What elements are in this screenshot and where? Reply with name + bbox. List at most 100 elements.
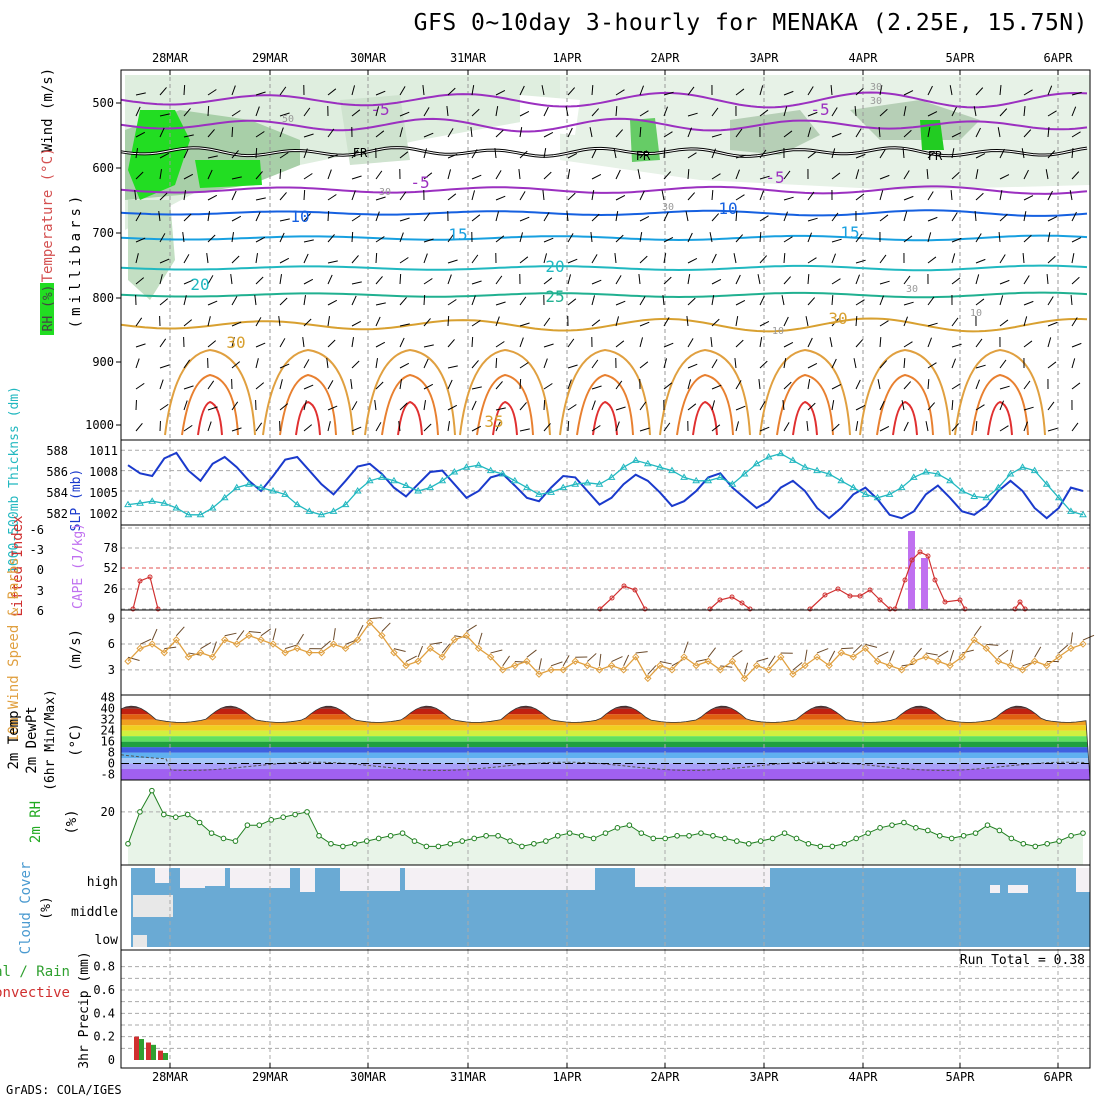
- thickness-marker: [571, 480, 580, 487]
- wind-speed-marker: [402, 661, 410, 670]
- wind-barb: [615, 275, 622, 285]
- wind-barb: [351, 360, 360, 369]
- wind-speed-marker: [970, 636, 978, 644]
- thickness-marker: [788, 456, 797, 463]
- wind-speed-marker: [619, 666, 628, 674]
- cloud-gap: [205, 868, 225, 886]
- wind-barb: [231, 85, 236, 96]
- wind-barb: [375, 341, 386, 348]
- rh-marker: [352, 840, 358, 847]
- wind-barb: [441, 643, 451, 654]
- wind-barb: [471, 425, 482, 432]
- wind-barb: [639, 215, 650, 222]
- wind-barb: [399, 257, 409, 264]
- rh-marker: [1020, 840, 1027, 847]
- rh-marker: [220, 835, 227, 842]
- wind-barb: [782, 400, 785, 411]
- wind-barb: [807, 151, 817, 159]
- thickness-marker: [426, 483, 435, 491]
- y-tick-label: 20: [101, 805, 115, 819]
- rh-marker: [411, 838, 418, 844]
- wind-barb: [327, 299, 338, 306]
- thickness-marker: [619, 463, 628, 470]
- wind-barb: [927, 127, 931, 138]
- wind-barb: [490, 649, 503, 654]
- wind-barb: [423, 132, 434, 138]
- wind-barb: [663, 91, 674, 96]
- rh-marker: [232, 838, 239, 844]
- wind-speed-marker: [668, 666, 676, 674]
- rh-marker: [316, 832, 322, 839]
- rh-marker: [340, 843, 346, 850]
- wind-barb: [759, 149, 767, 159]
- wind-barb: [615, 380, 623, 390]
- isotherm-label: 20: [190, 275, 209, 294]
- wind-barb: [591, 173, 602, 180]
- wind-barb: [879, 149, 886, 159]
- wind-speed-marker: [547, 666, 555, 674]
- rh-marker: [972, 830, 979, 836]
- wind-barb: [327, 421, 331, 432]
- freezing-label: FR: [928, 149, 943, 163]
- wind-barb: [447, 404, 458, 411]
- wind-speed-marker: [571, 657, 579, 665]
- wind-barb: [447, 299, 457, 306]
- wind-speed-marker: [716, 666, 725, 674]
- lifted-index-line: [1014, 600, 1026, 610]
- wind-barb: [303, 239, 314, 243]
- cloud-gap: [230, 868, 290, 888]
- y-tick-label: 24: [101, 724, 115, 738]
- wind-barb: [1022, 252, 1025, 264]
- y-tick-label: 0: [108, 757, 115, 771]
- wind-barb: [393, 648, 406, 652]
- footer-credit: GrADS: COLA/IGES: [6, 1083, 122, 1097]
- thickness-marker: [813, 466, 821, 474]
- wind-barb: [207, 275, 214, 285]
- thickness-marker: [764, 453, 773, 460]
- wind-barb: [879, 254, 887, 264]
- thickness-marker: [220, 493, 229, 501]
- wind-barb: [783, 196, 794, 201]
- wind-barb: [1023, 380, 1031, 390]
- wind-barb: [744, 662, 749, 675]
- wind-speed-marker: [136, 644, 144, 653]
- wind-barb: [855, 259, 866, 264]
- wind-barb: [369, 617, 382, 620]
- precip-bar-total: [134, 1036, 139, 1060]
- wind-barb: [975, 153, 986, 159]
- wind-barb: [543, 212, 550, 222]
- wind-barb: [879, 400, 885, 411]
- rh2m-panel: 20 2m RH (%): [28, 780, 1090, 865]
- wind-barb: [303, 295, 307, 306]
- wind-barb: [852, 644, 863, 654]
- wind-barb: [255, 358, 259, 369]
- wind-barb: [1023, 406, 1034, 411]
- y-tick-label: 0: [108, 1053, 115, 1067]
- wind-barb: [999, 385, 1010, 390]
- wind-barb: [471, 85, 475, 96]
- isotherm-line: [492, 400, 518, 436]
- wind-barb: [255, 236, 266, 243]
- wind-barb: [855, 404, 866, 411]
- wind-barb: [327, 274, 333, 285]
- wind-barb: [303, 253, 309, 264]
- wind-barb: [519, 127, 523, 138]
- wind-barb: [303, 424, 313, 432]
- wind-barb: [903, 381, 912, 390]
- date-label-bottom: 5APR: [946, 1070, 976, 1084]
- rh-marker: [817, 843, 824, 850]
- wind-barb: [207, 129, 215, 138]
- wind-barb: [806, 421, 809, 432]
- wind-barb: [663, 317, 670, 327]
- wind-barb: [639, 321, 650, 327]
- wind-barb: [903, 421, 909, 432]
- wind-barb: [903, 235, 913, 243]
- wind-barb: [1023, 195, 1034, 201]
- y-tick-label: 0.8: [93, 960, 115, 974]
- wind-barb: [879, 214, 889, 222]
- wind-barb: [696, 658, 709, 663]
- wind-barb: [830, 84, 833, 96]
- rh-marker: [375, 835, 382, 842]
- wind-speed-marker: [607, 661, 616, 670]
- panel-frame: [120, 949, 1091, 1069]
